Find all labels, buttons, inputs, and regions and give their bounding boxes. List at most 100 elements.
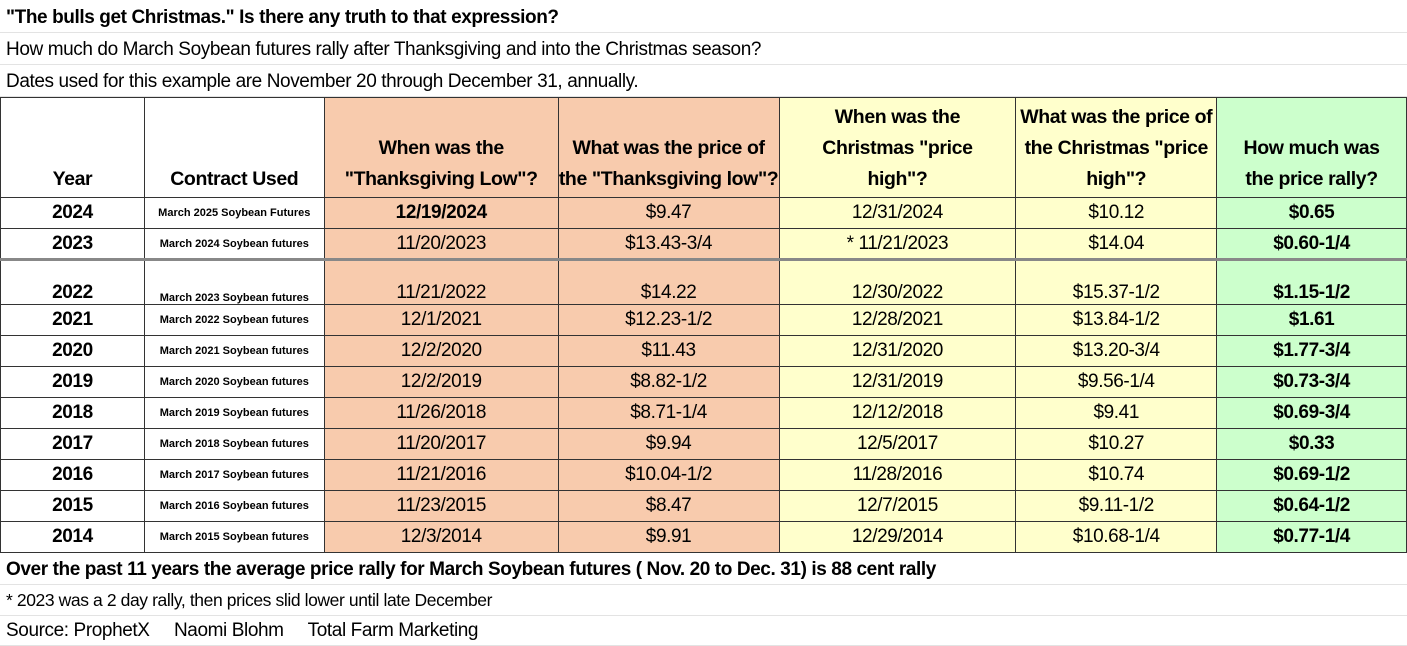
table-row: 2014 March 2015 Soybean futures 12/3/2014 $… (0, 521, 1407, 553)
source-note: Source: ProphetX Naomi Blohm Total Farm … (0, 615, 1407, 646)
cell-contract: March 2025 Soybean Futures (143, 197, 325, 229)
cell-rally: $0.77-1/4 (1216, 521, 1407, 553)
cell-rally: $0.69-3/4 (1216, 397, 1407, 429)
cell-year: 2024 (0, 197, 145, 229)
cell-low-date: 12/2/2020 (323, 335, 559, 367)
footnote: * 2023 was a 2 day rally, then prices sl… (0, 585, 1407, 616)
cell-high-date: 12/29/2014 (778, 521, 1017, 553)
cell-low-date: 12/1/2021 (323, 304, 559, 336)
cell-low-date: 11/20/2023 (323, 228, 559, 260)
cell-contract: March 2022 Soybean futures (143, 304, 325, 336)
cell-rally: $0.69-1/2 (1216, 459, 1407, 491)
header-contract: Contract Used (143, 97, 325, 198)
cell-year: 2016 (0, 459, 145, 491)
table-row: 2021 March 2022 Soybean futures 12/1/2021 $… (0, 304, 1407, 336)
cell-rally: $0.33 (1216, 428, 1407, 460)
cell-low-date: 11/23/2015 (323, 490, 559, 522)
cell-high-price: $15.37-1/2 (1015, 258, 1218, 305)
cell-year: 2017 (0, 428, 145, 460)
cell-high-price: $9.11-1/2 (1015, 490, 1218, 522)
cell-high-date: 12/31/2020 (778, 335, 1017, 367)
cell-low-price: $12.23-1/2 (557, 304, 780, 336)
cell-low-date: 11/26/2018 (323, 397, 559, 429)
header-rally: How much was the price rally? (1216, 97, 1407, 198)
cell-rally: $1.77-3/4 (1216, 335, 1407, 367)
header-low-date: When was the "Thanksgiving Low"? (323, 97, 559, 198)
cell-low-price: $14.22 (557, 258, 780, 305)
table-row: 2015 March 2016 Soybean futures 11/23/2015… (0, 490, 1407, 522)
cell-high-price: $9.56-1/4 (1015, 366, 1218, 398)
rally-table: Year Contract Used When was the "Thanksg… (0, 97, 1407, 553)
cell-year: 2020 (0, 335, 145, 367)
cell-high-date: 12/28/2021 (778, 304, 1017, 336)
cell-year: 2014 (0, 521, 145, 553)
cell-high-date: * 11/21/2023 (778, 228, 1017, 260)
cell-low-price: $8.82-1/2 (557, 366, 780, 398)
table-row: 2017 March 2018 Soybean futures 11/20/2017… (0, 428, 1407, 460)
cell-year: 2018 (0, 397, 145, 429)
cell-low-price: $11.43 (557, 335, 780, 367)
cell-high-date: 12/12/2018 (778, 397, 1017, 429)
summary-text: Over the past 11 years the average price… (0, 554, 1407, 585)
cell-rally: $0.73-3/4 (1216, 366, 1407, 398)
cell-low-price: $8.71-1/4 (557, 397, 780, 429)
cell-low-date: 12/19/2024 (323, 197, 559, 229)
cell-contract: March 2015 Soybean futures (143, 521, 325, 553)
cell-rally: $0.60-1/4 (1216, 228, 1407, 260)
header-low-price: What was the price of the "Thanksgiving … (557, 97, 780, 198)
table-row: 2023 March 2024 Soybean futures 11/20/2023… (0, 228, 1407, 260)
cell-contract: March 2020 Soybean futures (143, 366, 325, 398)
cell-high-date: 12/31/2019 (778, 366, 1017, 398)
sheet-title: "The bulls get Christmas." Is there any … (0, 2, 1407, 33)
cell-rally: $0.64-1/2 (1216, 490, 1407, 522)
cell-contract: March 2019 Soybean futures (143, 397, 325, 429)
cell-contract: March 2021 Soybean futures (143, 335, 325, 367)
header-year: Year (0, 97, 145, 198)
header-high-price: What was the price of the Christmas "pri… (1015, 97, 1218, 198)
cell-low-date: 12/3/2014 (323, 521, 559, 553)
cell-rally: $0.65 (1216, 197, 1407, 229)
cell-low-price: $9.91 (557, 521, 780, 553)
cell-low-price: $9.47 (557, 197, 780, 229)
cell-high-price: $10.12 (1015, 197, 1218, 229)
cell-high-price: $10.74 (1015, 459, 1218, 491)
table-row: 2020 March 2021 Soybean futures 12/2/2020 $… (0, 335, 1407, 367)
cell-low-date: 11/20/2017 (323, 428, 559, 460)
cell-high-date: 12/7/2015 (778, 490, 1017, 522)
cell-year: 2022 (0, 258, 145, 305)
cell-low-price: $10.04-1/2 (557, 459, 780, 491)
cell-contract: March 2016 Soybean futures (143, 490, 325, 522)
cell-low-price: $8.47 (557, 490, 780, 522)
table-body: 2024 March 2025 Soybean Futures 12/19/2024… (0, 197, 1407, 553)
cell-rally: $1.15-1/2 (1216, 258, 1407, 305)
table-row: 2019 March 2020 Soybean futures 12/2/2019 $… (0, 366, 1407, 398)
dates-note: Dates used for this example are November… (0, 66, 1407, 97)
cell-low-date: 11/21/2016 (323, 459, 559, 491)
table-row: 2024 March 2025 Soybean Futures 12/19/2024… (0, 197, 1407, 229)
cell-high-date: 11/28/2016 (778, 459, 1017, 491)
cell-low-price: $9.94 (557, 428, 780, 460)
cell-high-price: $10.68-1/4 (1015, 521, 1218, 553)
cell-high-price: $13.84-1/2 (1015, 304, 1218, 336)
header-high-date: When was the Christmas "price high"? (778, 97, 1017, 198)
cell-year: 2023 (0, 228, 145, 260)
cell-high-price: $10.27 (1015, 428, 1218, 460)
cell-contract: March 2018 Soybean futures (143, 428, 325, 460)
cell-rally: $1.61 (1216, 304, 1407, 336)
cell-high-price: $13.20-3/4 (1015, 335, 1218, 367)
cell-contract: March 2023 Soybean futures (143, 258, 325, 305)
cell-high-date: 12/31/2024 (778, 197, 1017, 229)
cell-high-price: $9.41 (1015, 397, 1218, 429)
cell-year: 2015 (0, 490, 145, 522)
cell-low-date: 12/2/2019 (323, 366, 559, 398)
cell-contract: March 2024 Soybean futures (143, 228, 325, 260)
cell-low-price: $13.43-3/4 (557, 228, 780, 260)
sheet-subtitle: How much do March Soybean futures rally … (0, 34, 1407, 65)
table-row: 2018 March 2019 Soybean futures 11/26/2018… (0, 397, 1407, 429)
table-row: 2022 March 2023 Soybean futures 11/21/2022… (0, 258, 1407, 305)
cell-year: 2019 (0, 366, 145, 398)
cell-year: 2021 (0, 304, 145, 336)
cell-high-price: $14.04 (1015, 228, 1218, 260)
cell-contract: March 2017 Soybean futures (143, 459, 325, 491)
cell-low-date: 11/21/2022 (323, 258, 559, 305)
